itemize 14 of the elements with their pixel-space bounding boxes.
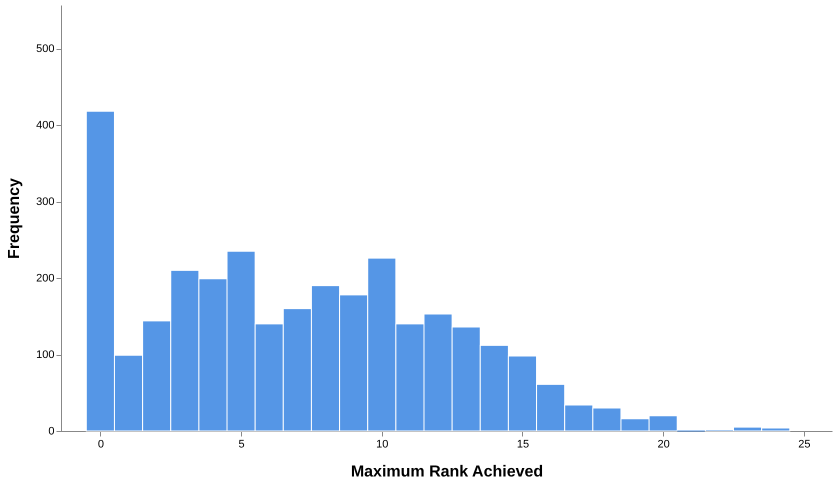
y-tick-label: 500 [36, 43, 54, 56]
y-tick-label: 300 [36, 196, 54, 208]
y-tick-label: 100 [36, 349, 54, 362]
x-tick-label: 5 [238, 438, 245, 450]
x-axis-title: Maximum Rank Achieved [350, 464, 544, 480]
y-tick-label: 0 [48, 426, 54, 438]
x-tick-label: 25 [798, 438, 810, 450]
x-tick-label: 10 [376, 438, 388, 450]
x-tick-label: 20 [658, 438, 670, 450]
y-tick-label: 200 [36, 272, 54, 285]
x-tick-label: 0 [98, 438, 104, 450]
y-tick-label: 400 [36, 120, 54, 132]
y-axis-title: Frequency [6, 178, 24, 259]
x-tick-label: 15 [516, 438, 530, 450]
